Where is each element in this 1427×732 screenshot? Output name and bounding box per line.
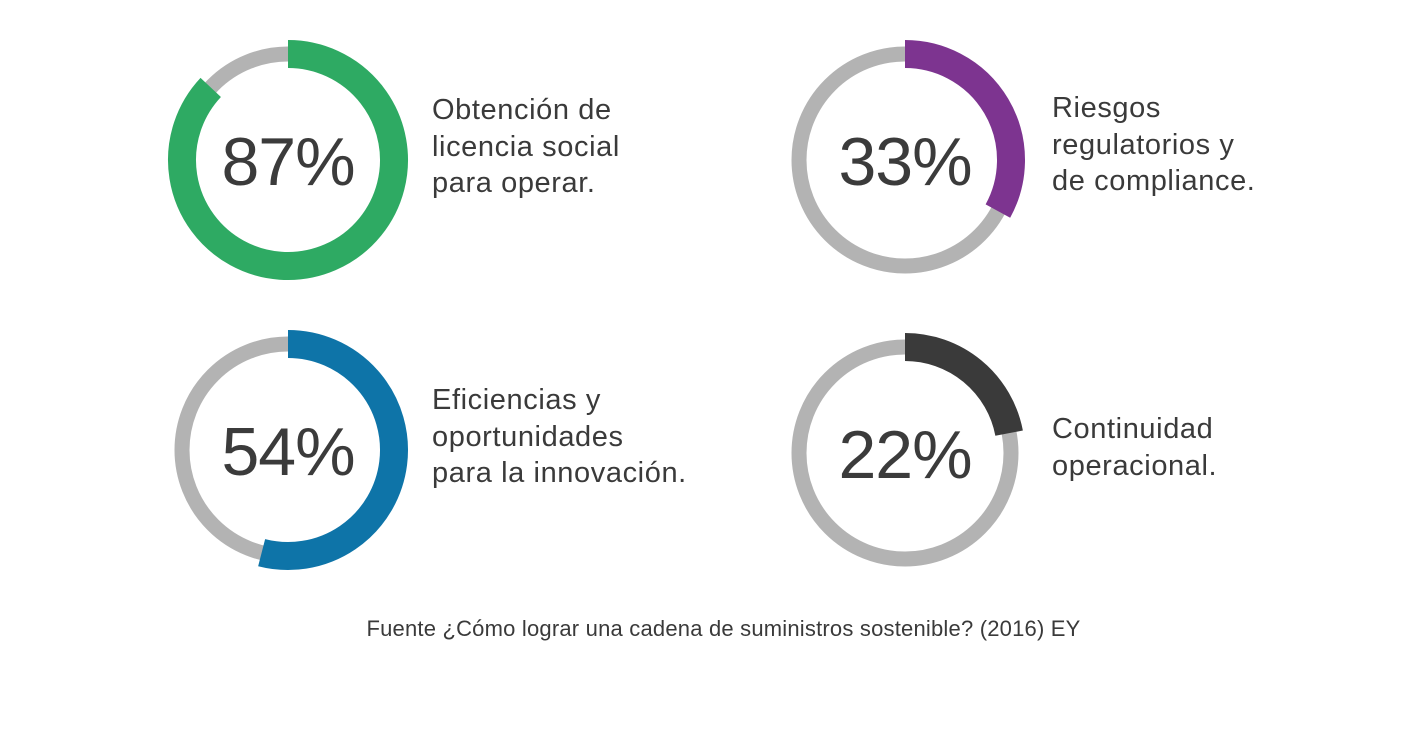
label-line: Eficiencias y	[432, 384, 601, 416]
donut-arc-value	[258, 330, 408, 570]
label-line: de compliance.	[1052, 165, 1256, 197]
donut-card-eficiencias: 54% Eficiencias y oportunidades para la …	[168, 330, 788, 590]
donut-chart-22	[791, 333, 1023, 567]
donut-chart-33	[791, 40, 1025, 274]
label-line: Riesgos	[1052, 92, 1161, 124]
label-line: operacional.	[1052, 449, 1218, 482]
percentage-value: 33%	[838, 124, 972, 200]
category-label: Continuidad operacional.	[1052, 411, 1217, 484]
label-line: oportunidades	[432, 420, 624, 453]
donut-card-continuidad: 22% Continuidad operacional.	[785, 333, 1405, 593]
category-label: Eficiencias y oportunidades para la inno…	[432, 382, 687, 492]
donut-card-licencia-social: 87% Obtención de licencia social para op…	[168, 40, 788, 300]
donut-arc-value	[168, 40, 408, 280]
label-line: Obtención de	[432, 94, 612, 126]
category-label: Riesgos regulatorios y de compliance.	[1052, 90, 1255, 200]
donut-arc-value	[904, 40, 1025, 218]
percentage-value: 54%	[221, 414, 355, 490]
label-line: para la innovación.	[432, 457, 687, 489]
category-label: Obtención de licencia social para operar…	[432, 92, 620, 202]
percentage-value: 22%	[838, 417, 972, 493]
label-line: para operar.	[432, 167, 596, 199]
donut-chart-54	[174, 330, 408, 570]
label-line: Continuidad	[1052, 413, 1214, 445]
source-footnote: Fuente ¿Cómo lograr una cadena de sumini…	[366, 616, 1081, 641]
percentage-value: 87%	[221, 124, 355, 200]
label-line: licencia social	[432, 130, 620, 163]
label-line: regulatorios y	[1052, 128, 1235, 161]
donut-arc-value	[904, 333, 1023, 437]
donut-card-riesgos-regulatorios: 33% Riesgos regulatorios y de compliance…	[785, 40, 1405, 300]
donut-chart-87	[168, 40, 408, 280]
